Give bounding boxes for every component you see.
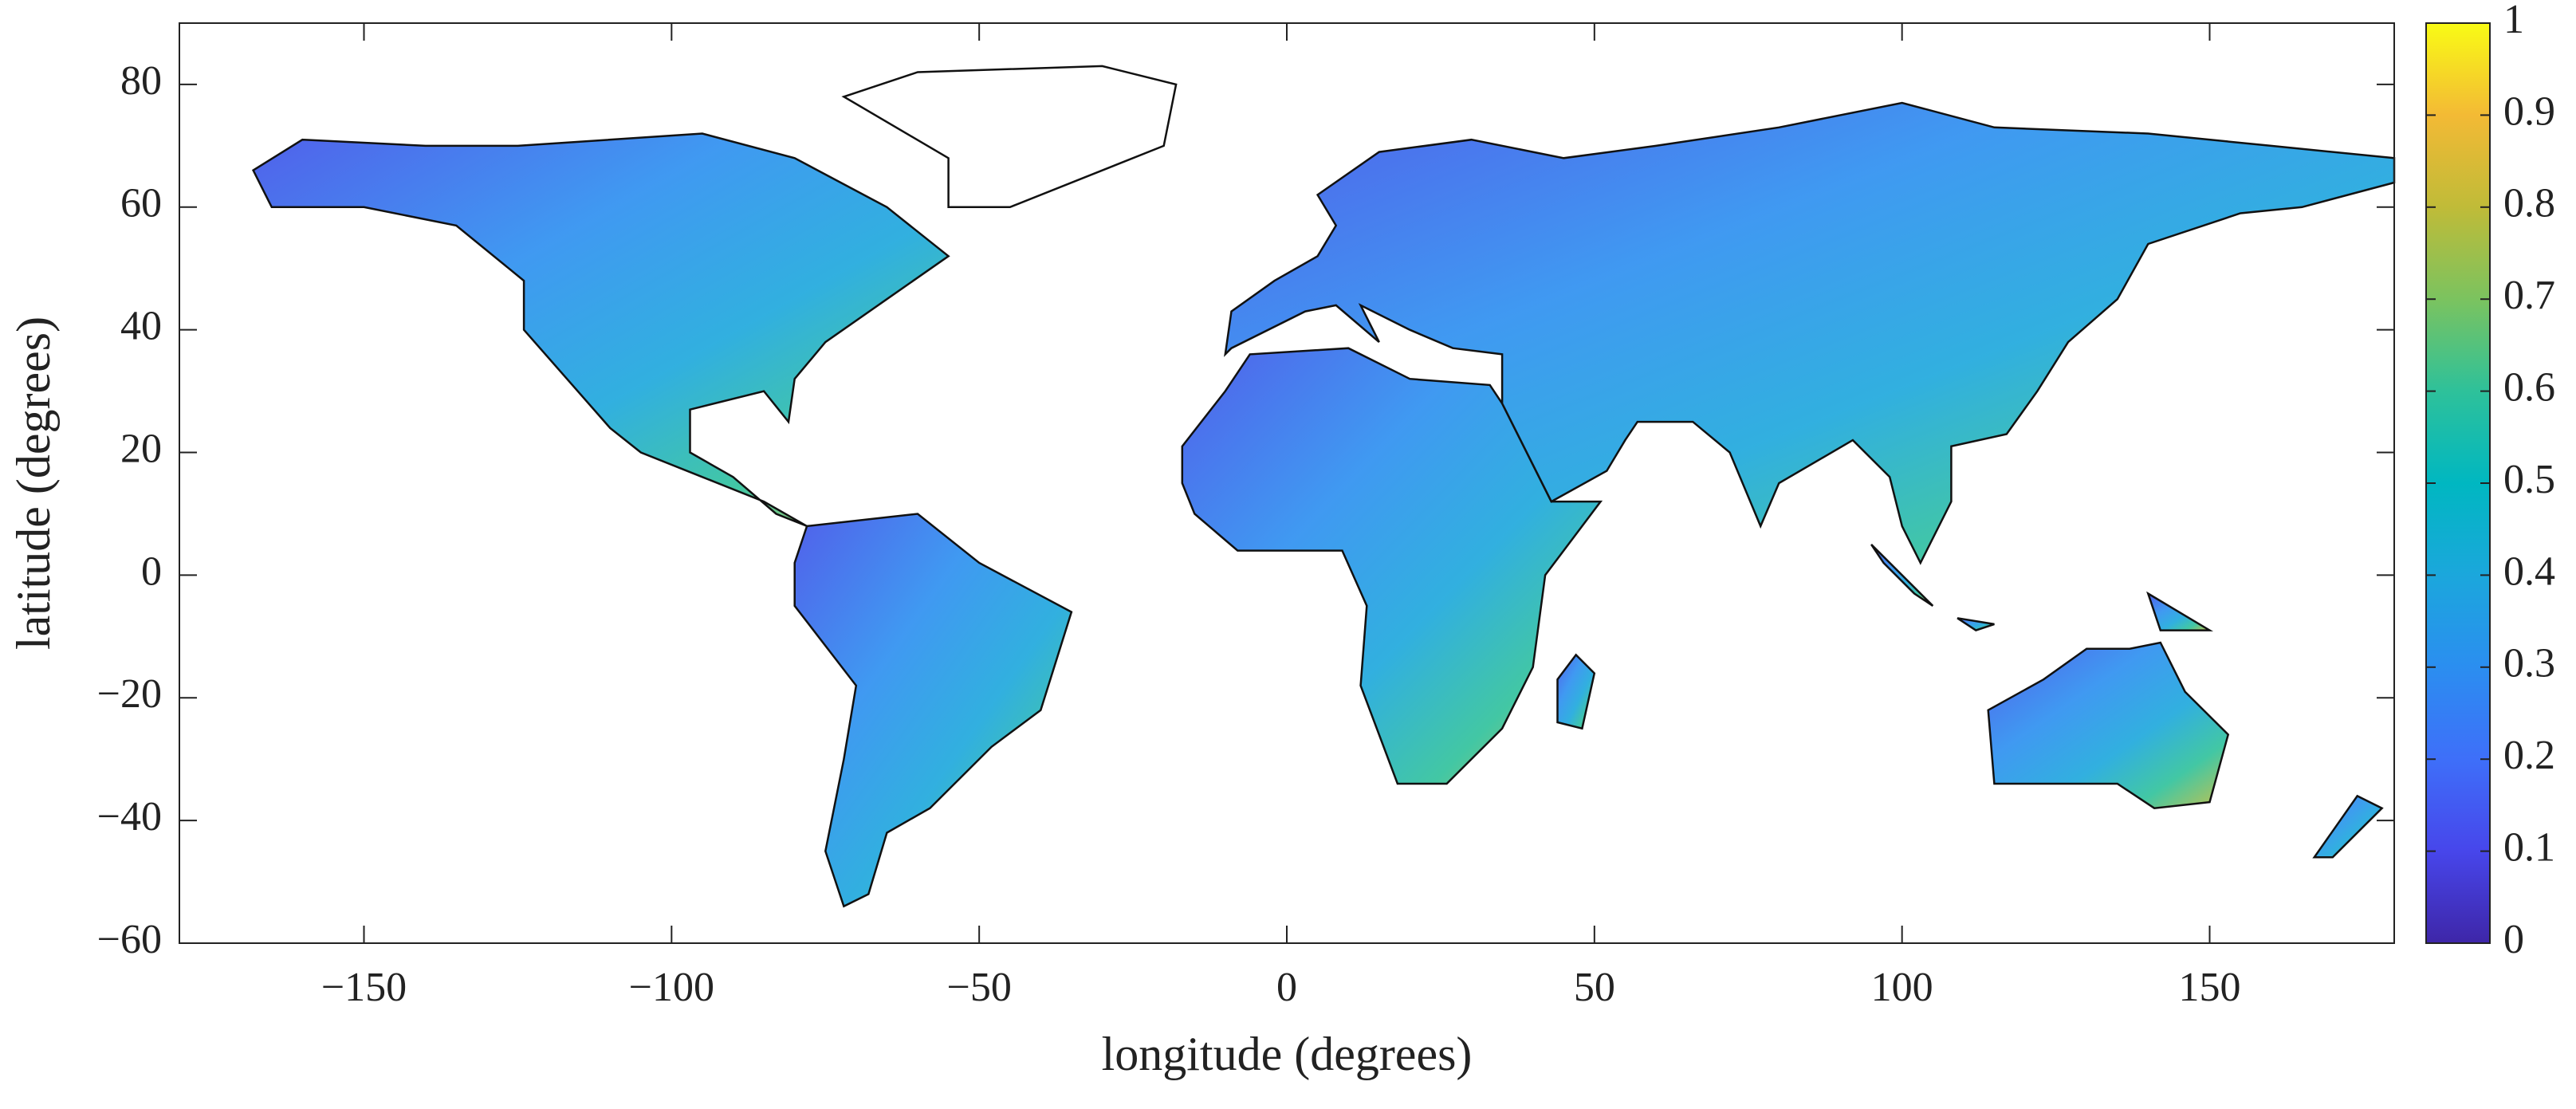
land-region [2146, 591, 2214, 631]
colorbar-tick-label: 0 [2503, 917, 2524, 962]
y-tick-label: −40 [97, 794, 162, 840]
x-axis-label: longitude (degrees) [1102, 1028, 1473, 1080]
land-region [1224, 101, 2396, 565]
colorbar-tick-label: 0.8 [2503, 181, 2555, 226]
land-region [841, 65, 1178, 209]
x-tick-label: −100 [629, 965, 714, 1010]
y-tick-label: −60 [97, 917, 162, 962]
land-region [1870, 544, 1934, 607]
land [251, 65, 2396, 908]
land-region [251, 132, 950, 528]
y-tick-label: 60 [120, 181, 162, 226]
y-tick-label: 40 [120, 304, 162, 349]
colorbar-tick-label: 0.3 [2503, 641, 2555, 686]
y-tick-label: 80 [120, 58, 162, 104]
x-tick-label: 150 [2179, 965, 2241, 1010]
colorbar-tick-label: 0.9 [2503, 88, 2555, 134]
colorbar-tick-label: 0.6 [2503, 365, 2555, 411]
colorbar-tick-label: 0.4 [2503, 549, 2555, 594]
land-region [1987, 641, 2230, 809]
land-region [1181, 347, 1603, 785]
land-region [793, 513, 1073, 908]
colorbar-tick-label: 0.1 [2503, 825, 2555, 871]
y-tick-label: −20 [97, 671, 162, 717]
colorbar-tick-label: 0.7 [2503, 273, 2555, 318]
colorbar-tick-label: 1 [2503, 0, 2524, 42]
y-axis-label: latitude (degrees) [7, 317, 60, 650]
x-tick-label: 100 [1871, 965, 1933, 1010]
x-tick-label: −50 [947, 965, 1012, 1010]
x-tick-label: −150 [321, 965, 407, 1010]
y-tick-label: 20 [120, 426, 162, 471]
colorbar-tick-label: 0.5 [2503, 457, 2555, 502]
x-tick-label: 50 [1574, 965, 1615, 1010]
land-region [1556, 653, 1596, 730]
colorbar-tick-label: 0.2 [2503, 733, 2555, 778]
land-region [2312, 794, 2384, 859]
y-tick-label: 0 [141, 549, 162, 594]
x-tick-label: 0 [1276, 965, 1297, 1010]
land-region [1957, 617, 1995, 631]
